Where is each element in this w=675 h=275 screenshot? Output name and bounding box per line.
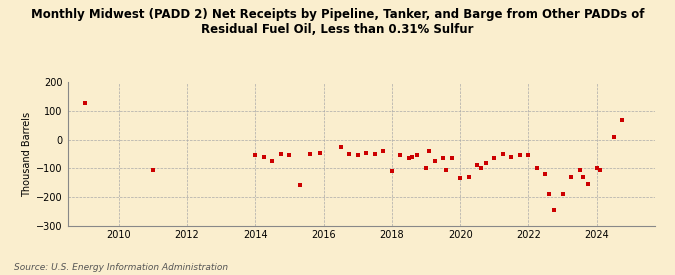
Point bbox=[543, 192, 554, 196]
Point bbox=[404, 156, 414, 161]
Point bbox=[566, 175, 576, 179]
Point bbox=[475, 166, 486, 170]
Point bbox=[583, 182, 593, 186]
Point bbox=[472, 163, 483, 168]
Point bbox=[412, 153, 423, 158]
Point bbox=[437, 156, 448, 161]
Point bbox=[497, 152, 508, 156]
Point bbox=[441, 167, 452, 172]
Point bbox=[352, 153, 363, 158]
Point bbox=[344, 152, 354, 156]
Point bbox=[540, 172, 551, 176]
Point bbox=[523, 153, 534, 158]
Point bbox=[378, 149, 389, 153]
Point bbox=[557, 192, 568, 196]
Point bbox=[429, 159, 440, 163]
Point bbox=[369, 152, 380, 156]
Point bbox=[455, 176, 466, 180]
Point bbox=[595, 167, 605, 172]
Point bbox=[267, 159, 277, 163]
Point bbox=[446, 156, 457, 161]
Point bbox=[481, 160, 491, 165]
Point bbox=[361, 150, 372, 155]
Point bbox=[578, 175, 589, 179]
Point bbox=[463, 175, 474, 179]
Point bbox=[275, 152, 286, 156]
Point bbox=[489, 156, 500, 161]
Point bbox=[514, 153, 525, 158]
Point bbox=[387, 169, 398, 173]
Point bbox=[395, 153, 406, 158]
Text: Source: U.S. Energy Information Administration: Source: U.S. Energy Information Administ… bbox=[14, 263, 227, 272]
Point bbox=[259, 155, 269, 159]
Point bbox=[335, 145, 346, 149]
Point bbox=[407, 155, 418, 159]
Point bbox=[315, 150, 325, 155]
Y-axis label: Thousand Barrels: Thousand Barrels bbox=[22, 111, 32, 197]
Point bbox=[549, 208, 560, 212]
Point bbox=[284, 153, 295, 158]
Text: Monthly Midwest (PADD 2) Net Receipts by Pipeline, Tanker, and Barge from Other : Monthly Midwest (PADD 2) Net Receipts by… bbox=[31, 8, 644, 36]
Point bbox=[250, 153, 261, 158]
Point bbox=[424, 149, 435, 153]
Point bbox=[591, 166, 602, 170]
Point bbox=[147, 167, 158, 172]
Point bbox=[294, 183, 305, 188]
Point bbox=[531, 166, 542, 170]
Point bbox=[421, 166, 431, 170]
Point bbox=[574, 167, 585, 172]
Point bbox=[608, 135, 619, 139]
Point bbox=[617, 117, 628, 122]
Point bbox=[304, 152, 315, 156]
Point bbox=[506, 155, 517, 159]
Point bbox=[79, 100, 90, 105]
